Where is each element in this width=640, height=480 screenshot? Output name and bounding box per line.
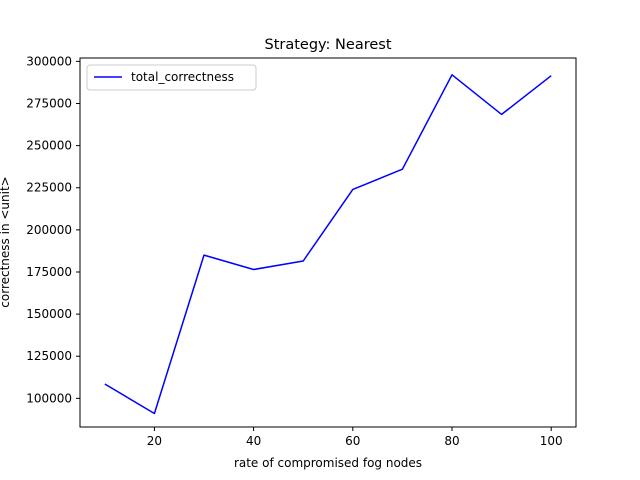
series-layer — [104, 74, 552, 415]
x-axis: 20 40 60 80 100 — [147, 427, 563, 448]
legend: total_correctness — [86, 64, 257, 91]
x-tick-label: 20 — [147, 434, 162, 448]
y-tick-label: 300000 — [26, 54, 72, 68]
y-axis-label: correctness in <unit> — [0, 176, 12, 307]
plot-area — [79, 57, 577, 428]
y-axis: 100000 125000 150000 175000 200000 225000 2500… — [26, 54, 80, 405]
y-tick-label: 100000 — [26, 391, 72, 405]
y-tick-label: 175000 — [26, 265, 72, 279]
y-tick-label: 200000 — [26, 223, 72, 237]
plot-frame — [79, 57, 577, 428]
legend-box — [86, 64, 257, 91]
x-tick-label: 60 — [345, 434, 360, 448]
x-tick-label: 80 — [444, 434, 459, 448]
legend-label: total_correctness — [131, 70, 234, 84]
x-tick-label: 100 — [540, 434, 563, 448]
y-tick-label: 225000 — [26, 181, 72, 195]
x-axis-label: rate of compromised fog nodes — [234, 456, 422, 470]
x-tick-label: 40 — [246, 434, 261, 448]
y-tick-label: 250000 — [26, 139, 72, 153]
chart-title: Strategy: Nearest — [264, 37, 391, 53]
y-tick-label: 275000 — [26, 96, 72, 110]
series-line-total_correctness — [104, 74, 552, 415]
y-tick-label: 125000 — [26, 349, 72, 363]
y-tick-label: 150000 — [26, 307, 72, 321]
